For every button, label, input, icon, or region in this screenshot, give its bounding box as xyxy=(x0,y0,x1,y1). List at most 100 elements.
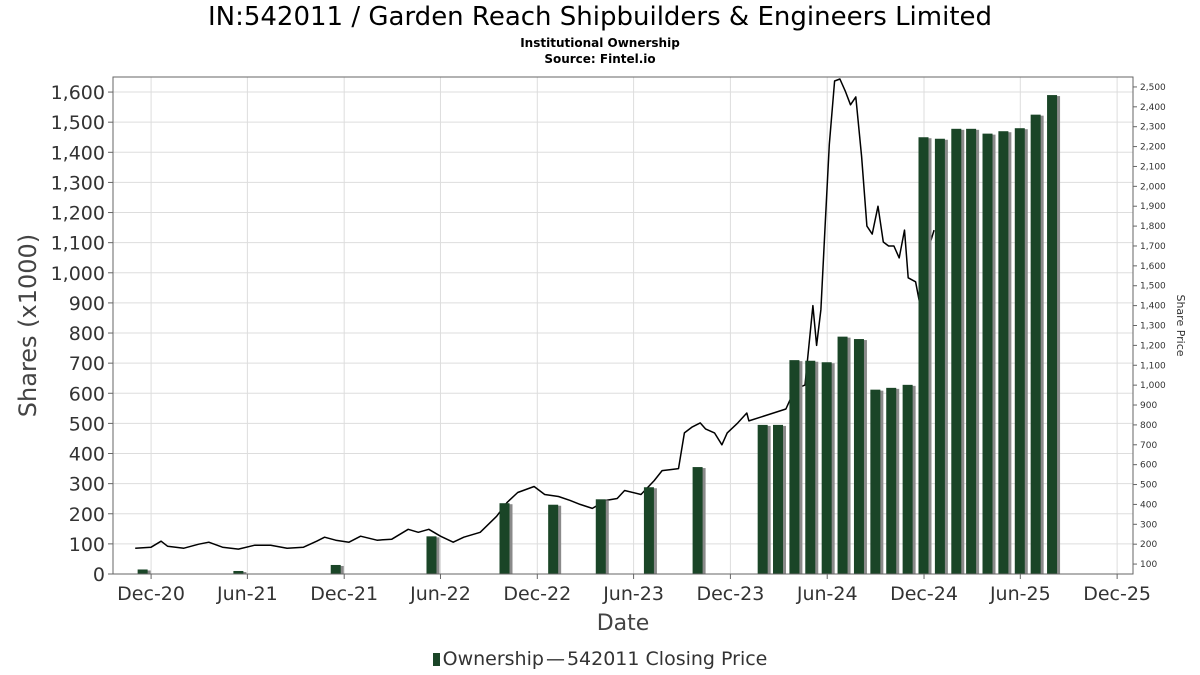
y-tick-label: 500 xyxy=(69,413,105,435)
y2-tick-label: 700 xyxy=(1140,441,1157,451)
ownership-bar xyxy=(643,487,654,574)
x-tick-label: Jun-23 xyxy=(602,583,664,605)
y2-tick-label: 1,900 xyxy=(1140,202,1166,212)
ownership-bar xyxy=(757,424,768,574)
ownership-bar xyxy=(789,360,800,574)
legend-ownership-swatch xyxy=(432,653,440,666)
y2-tick-label: 2,100 xyxy=(1140,162,1166,172)
y-tick-label: 1,200 xyxy=(51,203,105,225)
ownership-bar xyxy=(934,138,945,575)
y2-tick-label: 300 xyxy=(1140,520,1157,530)
y-axis-right: 100 200 300 400 500 600 700 800 900 1,000 1,100 1,2… xyxy=(1133,83,1166,570)
y2-tick-label: 1,100 xyxy=(1140,361,1166,371)
ownership-bar xyxy=(1047,95,1058,574)
ownership-bar xyxy=(902,384,913,574)
x-tick-label: Jun-22 xyxy=(409,583,471,605)
price-line xyxy=(135,78,935,550)
x-tick-label: Jun-25 xyxy=(989,583,1051,605)
ownership-bar xyxy=(918,137,929,574)
chart-subtitle: Institutional Ownership xyxy=(520,36,680,50)
legend: Ownership —542011 Closing Price xyxy=(0,648,1200,670)
ownership-bar xyxy=(595,499,606,574)
y-tick-label: 300 xyxy=(69,474,105,496)
legend-ownership-label: Ownership xyxy=(442,648,544,670)
y-tick-label: 100 xyxy=(69,534,105,556)
ownership-bar xyxy=(773,424,784,574)
ownership-bar xyxy=(692,467,703,574)
y2-tick-label: 2,400 xyxy=(1140,103,1166,113)
y-tick-label: 800 xyxy=(69,323,105,345)
ownership-bar xyxy=(966,128,977,575)
y-tick-label: 900 xyxy=(69,293,105,315)
x-tick-label: Dec-24 xyxy=(890,583,958,605)
x-tick-label: Dec-23 xyxy=(696,583,764,605)
y-tick-label: 700 xyxy=(69,353,105,375)
ownership-bar xyxy=(805,360,816,574)
ownership-bar xyxy=(1014,128,1025,574)
y-tick-label: 600 xyxy=(69,383,105,405)
y2-tick-label: 1,600 xyxy=(1140,262,1166,272)
y2-tick-label: 1,800 xyxy=(1140,222,1166,232)
y2-tick-label: 1,400 xyxy=(1140,302,1166,312)
y2-tick-label: 100 xyxy=(1140,560,1157,570)
y2-tick-label: 1,200 xyxy=(1140,341,1166,351)
ownership-bar xyxy=(982,133,993,575)
y2-tick-label: 2,000 xyxy=(1140,182,1166,192)
legend-price-line-icon: — xyxy=(545,648,565,670)
y-tick-label: 1,300 xyxy=(51,172,105,194)
x-tick-label: Dec-22 xyxy=(503,583,571,605)
grid xyxy=(113,77,1133,575)
y-tick-label: 1,500 xyxy=(51,112,105,134)
x-axis: Dec-20 Jun-21 Dec-21 Jun-22 Dec-22 Jun-23 Dec-… xyxy=(117,574,1151,605)
x-tick-label: Jun-24 xyxy=(796,583,858,605)
y2-tick-label: 600 xyxy=(1140,461,1157,471)
y2-tick-label: 800 xyxy=(1140,421,1157,431)
y-tick-label: 400 xyxy=(69,444,105,466)
ownership-bar xyxy=(1030,114,1041,574)
legend-price-label: 542011 Closing Price xyxy=(566,648,768,670)
x-axis-label: Date xyxy=(597,611,650,636)
y2-tick-label: 400 xyxy=(1140,500,1157,510)
x-tick-label: Dec-20 xyxy=(117,583,185,605)
ownership-bar xyxy=(548,504,559,574)
y-tick-label: 1,400 xyxy=(51,142,105,164)
y2-tick-label: 900 xyxy=(1140,401,1157,411)
ownership-bar xyxy=(870,389,881,574)
plot-frame xyxy=(112,76,1134,575)
y-tick-label: 200 xyxy=(69,504,105,526)
price-line-layer xyxy=(135,78,935,550)
y2-tick-label: 200 xyxy=(1140,540,1157,550)
y-tick-label: 1,100 xyxy=(51,233,105,255)
ownership-bar xyxy=(499,503,510,574)
ownership-bar xyxy=(426,536,437,574)
y2-tick-label: 2,300 xyxy=(1140,123,1166,133)
y2-tick-label: 2,500 xyxy=(1140,83,1166,93)
ownership-bar xyxy=(837,336,848,574)
ownership-bar xyxy=(137,569,148,574)
y-axis-left: 0 100 200 300 400 500 600 700 800 900 1,000 1,100 1,… xyxy=(51,82,113,586)
ownership-bar xyxy=(853,339,864,574)
ownership-bar xyxy=(233,570,244,574)
y2-tick-label: 1,700 xyxy=(1140,242,1166,252)
ownership-bars xyxy=(137,95,1061,575)
y2-axis-label: Share Price xyxy=(1174,294,1187,356)
y2-tick-label: 2,200 xyxy=(1140,143,1166,153)
x-tick-label: Dec-25 xyxy=(1083,583,1151,605)
y-axis-label: Shares (x1000) xyxy=(14,234,42,417)
y2-tick-label: 1,500 xyxy=(1140,282,1166,292)
y-tick-label: 1,600 xyxy=(51,82,105,104)
y2-tick-label: 1,300 xyxy=(1140,322,1166,332)
ownership-bar xyxy=(886,387,897,574)
x-tick-label: Dec-21 xyxy=(310,583,378,605)
chart-source: Source: Fintel.io xyxy=(544,52,656,66)
y-tick-label: 0 xyxy=(93,564,105,586)
y2-tick-label: 1,000 xyxy=(1140,381,1166,391)
ownership-bar xyxy=(330,564,341,574)
ownership-bar xyxy=(998,131,1009,574)
x-tick-label: Jun-21 xyxy=(216,583,278,605)
ownership-bar xyxy=(821,362,832,574)
chart-title: IN:542011 / Garden Reach Shipbuilders & … xyxy=(207,2,993,32)
ownership-bar xyxy=(951,128,962,575)
y-tick-label: 1,000 xyxy=(51,263,105,285)
